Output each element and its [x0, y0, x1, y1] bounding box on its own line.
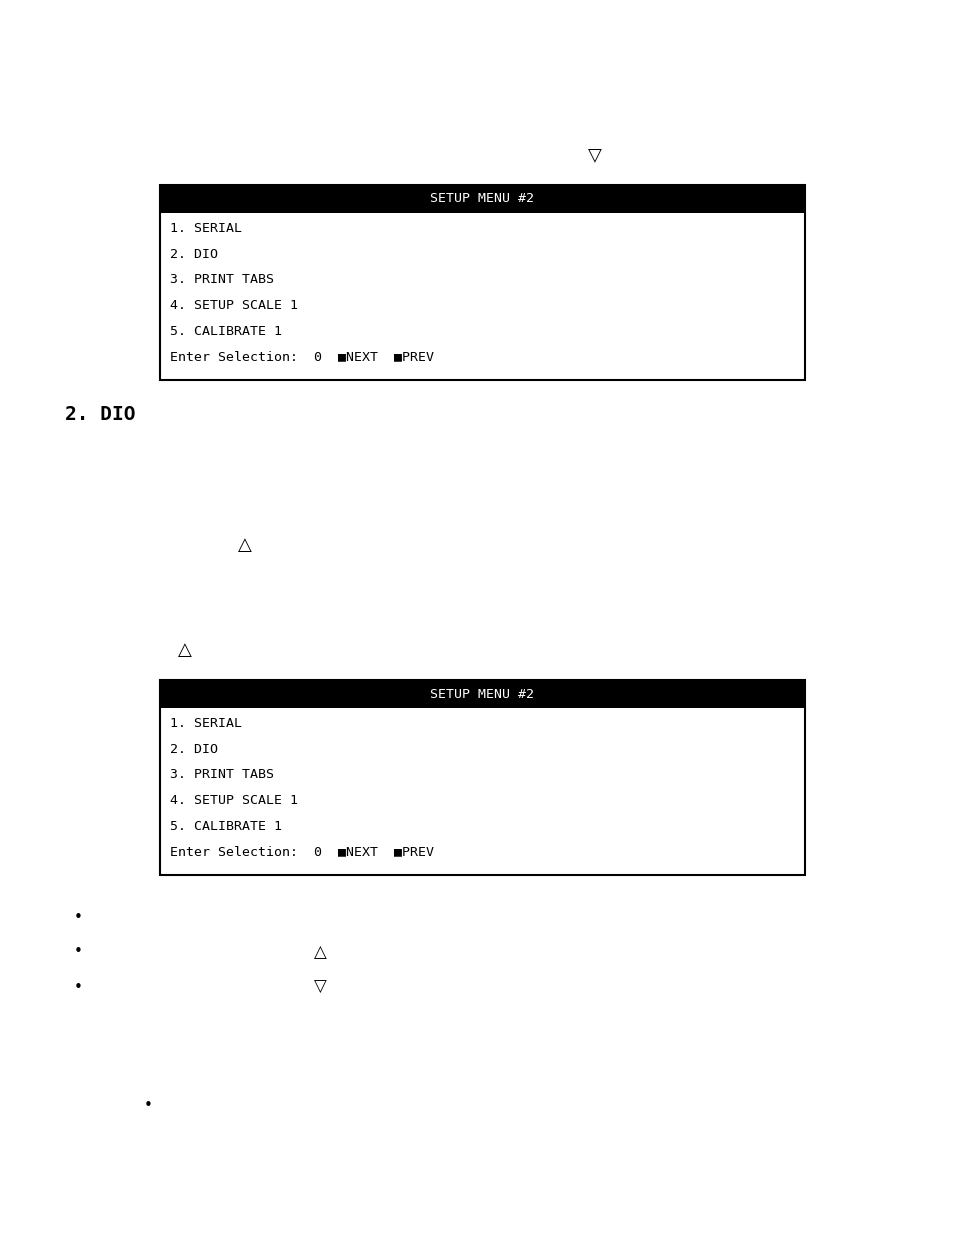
Text: 1. SERIAL: 1. SERIAL: [170, 716, 242, 730]
Text: 1. SERIAL: 1. SERIAL: [170, 222, 242, 235]
Text: 5. CALIBRATE 1: 5. CALIBRATE 1: [170, 325, 282, 337]
Bar: [160, 680, 804, 876]
Text: △: △: [314, 944, 326, 961]
Text: 4. SETUP SCALE 1: 4. SETUP SCALE 1: [170, 299, 297, 312]
Text: 2. DIO: 2. DIO: [65, 405, 135, 425]
Text: •: •: [73, 909, 82, 925]
Text: 3. PRINT TABS: 3. PRINT TABS: [170, 768, 274, 782]
Text: 3. PRINT TABS: 3. PRINT TABS: [170, 273, 274, 287]
Text: 2. DIO: 2. DIO: [170, 742, 218, 756]
Text: Enter Selection:  0  ■NEXT  ■PREV: Enter Selection: 0 ■NEXT ■PREV: [170, 846, 434, 858]
Text: •: •: [73, 979, 82, 994]
Text: •: •: [143, 1098, 152, 1113]
Text: Enter Selection:  0  ■NEXT  ■PREV: Enter Selection: 0 ■NEXT ■PREV: [170, 351, 434, 363]
Bar: [160, 680, 804, 708]
Text: ▽: ▽: [587, 146, 601, 164]
Text: 2. DIO: 2. DIO: [170, 247, 218, 261]
Text: •: •: [73, 945, 82, 960]
Bar: [160, 185, 804, 380]
Bar: [160, 185, 804, 212]
Text: SETUP MENU #2: SETUP MENU #2: [430, 688, 534, 700]
Text: △: △: [238, 536, 252, 555]
Text: 4. SETUP SCALE 1: 4. SETUP SCALE 1: [170, 794, 297, 806]
Text: 5. CALIBRATE 1: 5. CALIBRATE 1: [170, 820, 282, 832]
Text: ▽: ▽: [314, 978, 326, 995]
Text: △: △: [178, 641, 192, 659]
Text: SETUP MENU #2: SETUP MENU #2: [430, 193, 534, 205]
